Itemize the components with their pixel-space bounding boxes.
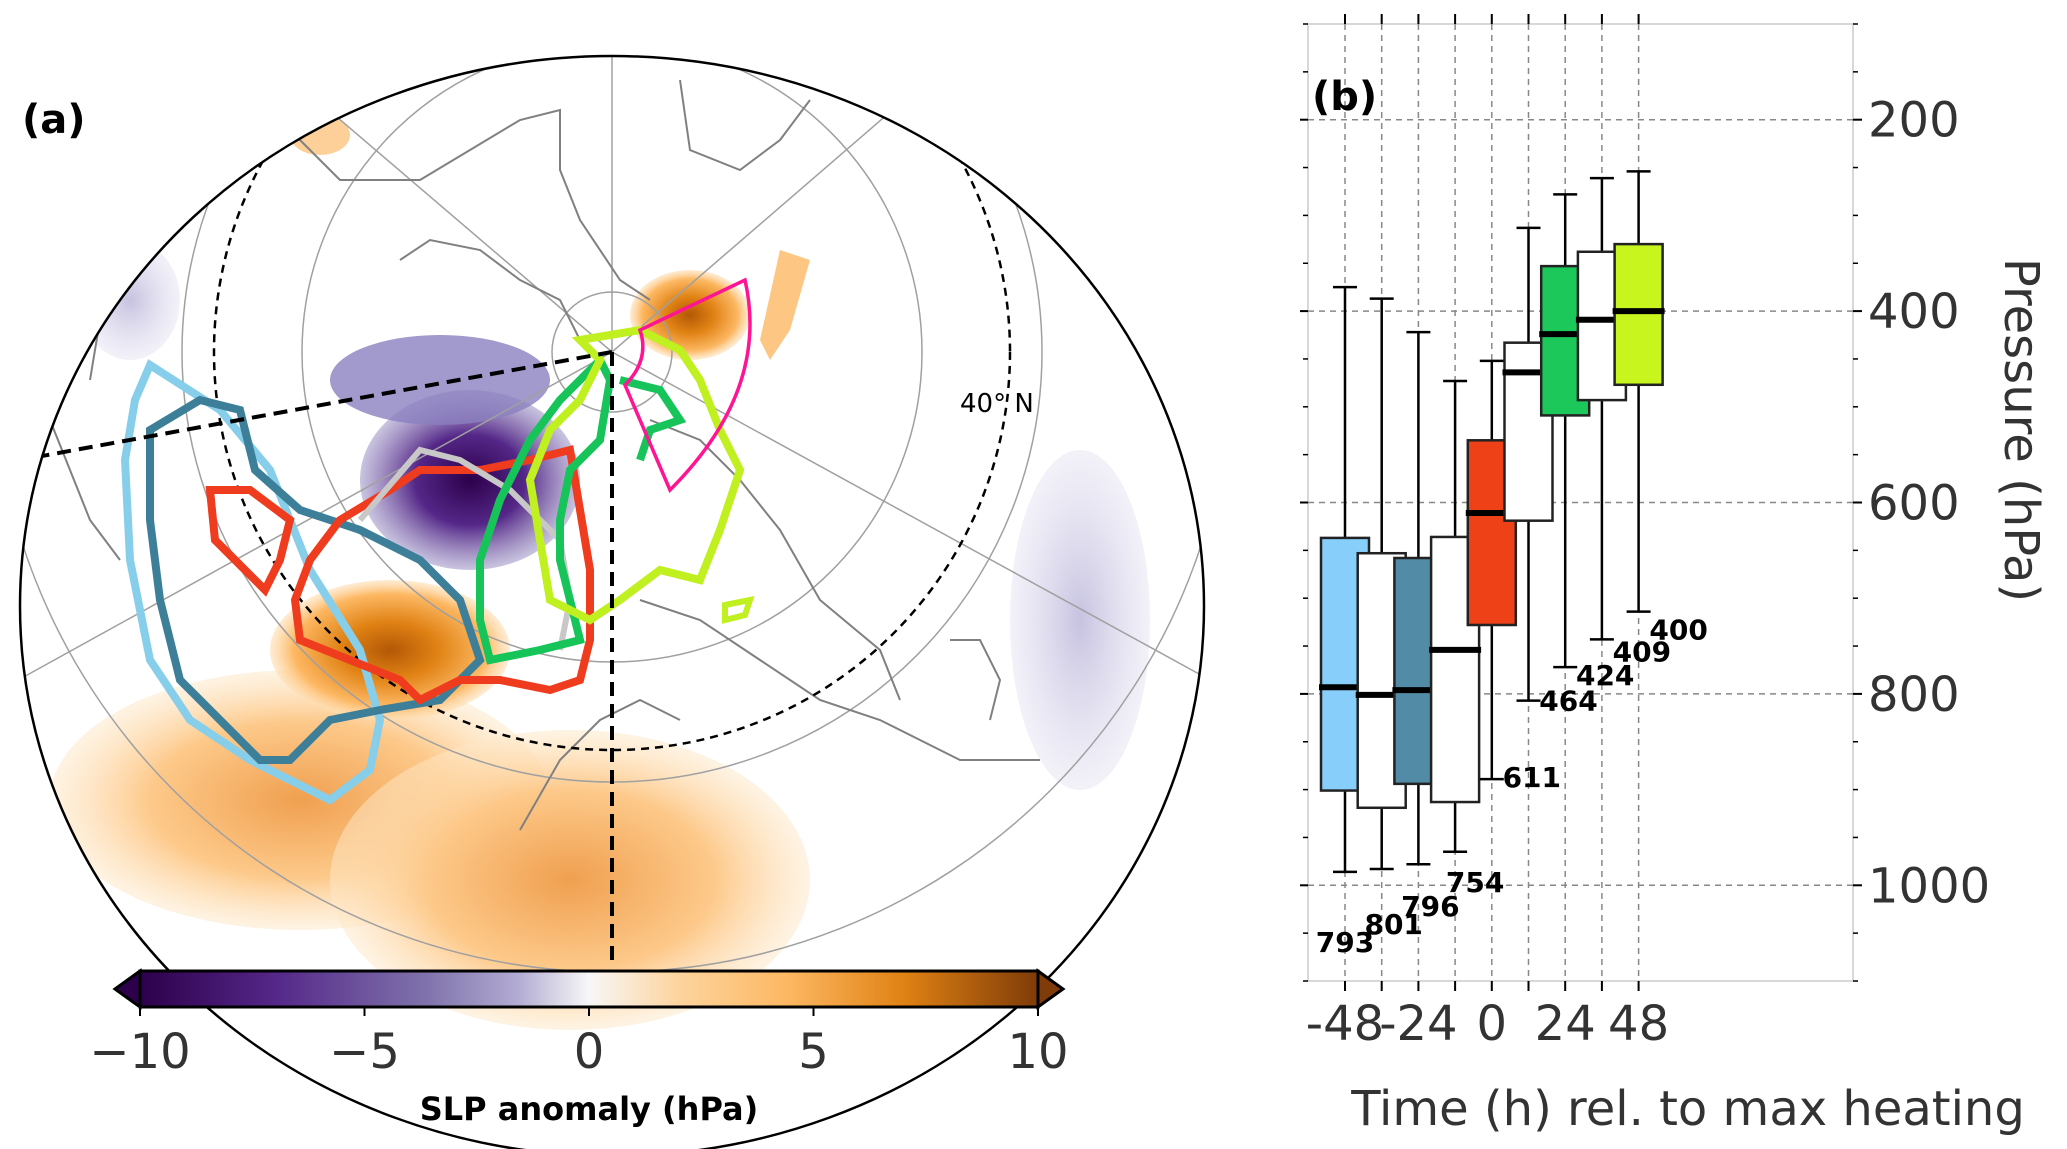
contour-minus24h xyxy=(146,395,485,764)
coastline xyxy=(639,599,1040,761)
y-tick-label: 400 xyxy=(1868,284,1960,340)
y-tick-label: 800 xyxy=(1868,667,1960,723)
coastline xyxy=(649,419,901,701)
box-iqr xyxy=(1429,535,1481,804)
y-axis-title: Pressure (hPa) xyxy=(1993,258,2049,602)
coastline xyxy=(679,79,811,172)
box-iqr xyxy=(1613,242,1664,387)
reference-line-west xyxy=(20,350,613,462)
contour-24h xyxy=(476,353,615,665)
median-label: 424 xyxy=(1576,659,1634,692)
contour-0h-small xyxy=(205,486,295,597)
box-iqr xyxy=(1466,439,1518,627)
highlighted-sector xyxy=(622,277,752,494)
box--12h: 754 xyxy=(1429,379,1504,899)
colorbar-extend-low xyxy=(112,968,142,1010)
box-0h: 611 xyxy=(1465,359,1561,794)
contour-48h xyxy=(525,325,745,625)
panel-a-label: (a) xyxy=(22,97,86,143)
colorbar-tick-label: 5 xyxy=(798,1024,829,1080)
meridian xyxy=(611,56,1021,353)
positive-anomaly-center xyxy=(630,270,750,360)
contour-24h-extension xyxy=(619,376,687,462)
x-tick-label: 0 xyxy=(1477,996,1508,1052)
map-area xyxy=(20,56,1204,1030)
median-label: 801 xyxy=(1364,908,1422,941)
meridian xyxy=(20,351,613,691)
panel-b-label: (b) xyxy=(1312,74,1377,120)
map-boundary xyxy=(18,54,1206,1149)
negative-anomaly-center xyxy=(360,390,580,570)
meridian xyxy=(199,56,613,353)
median-label: 796 xyxy=(1401,890,1459,923)
x-tick-label: 24 xyxy=(1535,996,1596,1052)
weak-negative-anomaly xyxy=(1010,450,1150,790)
contour-0h xyxy=(290,445,594,705)
coastline xyxy=(399,238,581,341)
latitude-40n-circle xyxy=(212,56,1012,752)
coastline xyxy=(239,108,651,301)
x-tick-label: -48 xyxy=(1306,996,1384,1052)
coastline xyxy=(519,698,681,831)
positive-anomaly-region xyxy=(330,730,810,1030)
latitude-label: 40° N xyxy=(960,389,1034,419)
weak-negative-anomaly xyxy=(80,240,180,360)
colorbar-tick-label: 0 xyxy=(574,1024,605,1080)
median-label: 754 xyxy=(1446,866,1504,899)
x-axis-title: Time (h) rel. to max heating xyxy=(1350,1081,2025,1137)
panel-a-map: (a) 40° N −10 −5 0 5 10 SLP anomaly (hPa) xyxy=(18,54,1206,1149)
median-label: 793 xyxy=(1316,926,1374,959)
median-label: 400 xyxy=(1649,614,1707,647)
coastline xyxy=(29,359,121,561)
colorbar-tick-label: 10 xyxy=(1007,1024,1068,1080)
colorbar: −10 −5 0 5 10 SLP anomaly (hPa) xyxy=(89,968,1069,1128)
colorbar-tick-label: −10 xyxy=(89,1024,190,1080)
median-label: 464 xyxy=(1539,685,1597,718)
negative-anomaly-region xyxy=(330,335,550,425)
median-label: 611 xyxy=(1503,761,1561,794)
colorbar-tick-label: −5 xyxy=(329,1024,400,1080)
coastline xyxy=(950,639,1002,721)
colorbar-title: SLP anomaly (hPa) xyxy=(420,1090,759,1128)
weak-positive-anomaly xyxy=(760,250,810,360)
median-label: 409 xyxy=(1613,635,1671,668)
y-tick-label: 600 xyxy=(1868,476,1960,532)
y-tick-label: 200 xyxy=(1868,93,1960,149)
y-tick-label: 1000 xyxy=(1868,858,1990,914)
x-tick-label: 48 xyxy=(1608,996,1669,1052)
box-48h: 400 xyxy=(1612,170,1708,647)
colorbar-gradient xyxy=(140,971,1038,1007)
contour-48h-small xyxy=(722,596,755,624)
x-tick-label: -24 xyxy=(1379,996,1457,1052)
